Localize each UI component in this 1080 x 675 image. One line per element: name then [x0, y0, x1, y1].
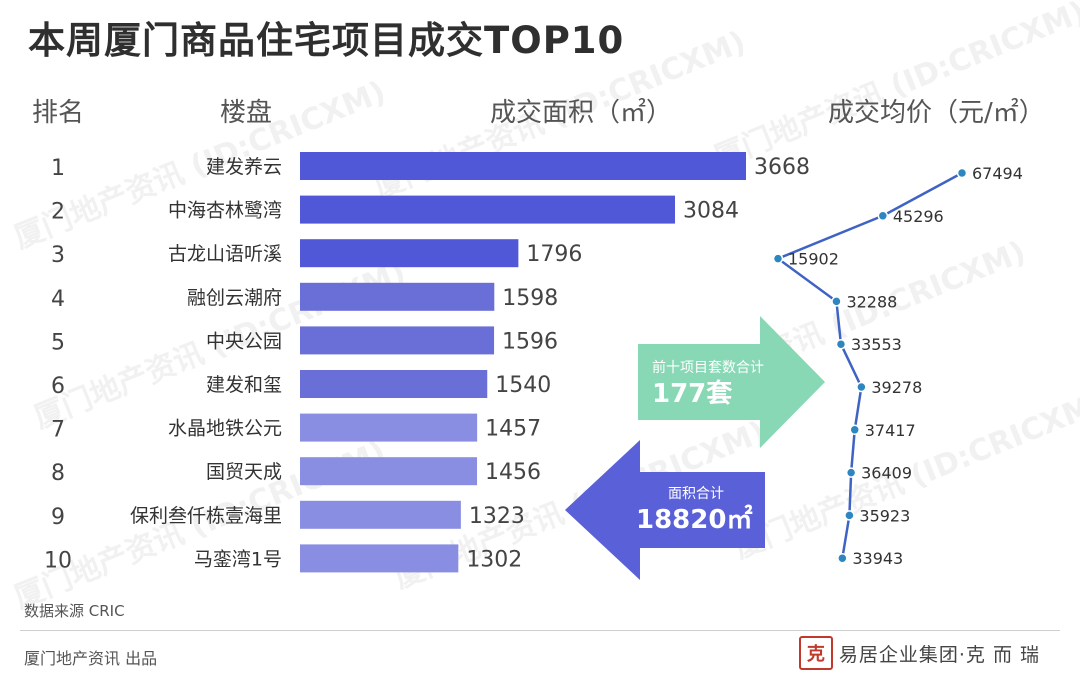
rank-label: 9	[51, 505, 65, 530]
price-line-layer: 67494 45296 15902 32288 33553 39278 37417 36409…	[772, 164, 1023, 568]
rank-label: 10	[44, 548, 72, 573]
area-bar	[300, 370, 488, 398]
area-bar	[300, 413, 478, 442]
data-source: 数据来源 CRIC	[24, 602, 125, 620]
area-value-label: 1598	[502, 286, 558, 311]
page-title: 本周厦门商品住宅项目成交TOP10	[28, 19, 625, 62]
area-bar	[300, 152, 746, 180]
brand-logo: 克 易居企业集团·克 而 瑞	[798, 636, 1040, 670]
project-label: 中央公园	[206, 330, 282, 352]
price-point	[845, 467, 857, 478]
price-point	[772, 253, 784, 264]
project-label: 国贸天成	[206, 461, 282, 483]
units-callout: 前十项目套数合计 177套	[638, 316, 825, 448]
bars-layer: 1 建发养云 3668 2 中海杏林鹭湾 3084 3 古龙山语听溪 1796 4 融创云潮府 159…	[44, 152, 810, 573]
project-label: 建发和玺	[206, 374, 282, 396]
area-value-label: 1796	[526, 242, 582, 267]
price-point	[835, 338, 847, 350]
area-bar	[300, 326, 495, 355]
area-value-label: 1540	[495, 373, 551, 398]
price-value-label: 33553	[851, 335, 902, 354]
rank-label: 3	[51, 243, 65, 268]
brand-name: 易居企业集团·克 而 瑞	[838, 643, 1040, 666]
price-value-label: 15902	[788, 250, 839, 269]
price-point	[956, 167, 968, 179]
rank-header: 排名	[32, 98, 85, 128]
area-value-label: 1302	[466, 547, 522, 572]
area-value-label: 1456	[485, 460, 541, 485]
price-header: 成交均价（元/㎡）	[828, 98, 1045, 128]
green-arrow-shape	[638, 316, 825, 448]
blue-arrow-shape	[565, 440, 765, 580]
project-label: 水晶地铁公元	[168, 418, 282, 440]
area-bar	[300, 457, 478, 486]
area-callout: 面积合计 18820㎡	[565, 440, 765, 580]
area-bar	[300, 544, 459, 573]
price-value-label: 37417	[865, 421, 916, 440]
rank-label: 8	[51, 461, 65, 486]
project-label: 保利叁仟栋壹海里	[130, 505, 282, 527]
units-callout-value: 177套	[652, 379, 733, 409]
rank-label: 2	[51, 200, 65, 225]
brand-seal-icon: 克	[798, 636, 833, 670]
price-value-label: 33943	[852, 549, 903, 568]
price-value-label: 39278	[871, 378, 922, 397]
price-point	[844, 510, 855, 521]
rank-label: 7	[51, 418, 65, 443]
project-label: 中海杏林鹭湾	[168, 200, 282, 222]
rank-label: 1	[51, 156, 65, 181]
price-point	[831, 296, 842, 307]
price-value-label: 45296	[893, 207, 944, 226]
area-bar	[300, 195, 675, 224]
units-callout-label: 前十项目套数合计	[652, 359, 764, 376]
footer-divider	[20, 630, 1060, 631]
price-point	[856, 381, 867, 393]
project-label: 建发养云	[206, 156, 282, 178]
price-value-label: 32288	[846, 292, 897, 311]
project-label: 古龙山语听溪	[168, 243, 282, 265]
area-value-label: 1596	[502, 329, 558, 354]
price-value-label: 35923	[859, 506, 910, 525]
area-value-label: 1457	[485, 417, 541, 442]
area-value-label: 3084	[683, 199, 739, 224]
area-bar	[300, 239, 519, 268]
rank-label: 5	[51, 330, 65, 355]
price-value-label: 36409	[861, 464, 912, 483]
area-callout-value: 18820㎡	[636, 504, 752, 535]
rank-label: 4	[51, 287, 65, 312]
price-point	[877, 210, 889, 222]
project-label: 融创云潮府	[187, 287, 282, 309]
publisher-credit: 厦门地产资讯 出品	[24, 649, 158, 668]
area-header: 成交面积（㎡）	[490, 98, 673, 128]
project-label: 马銮湾1号	[194, 548, 282, 570]
rank-label: 6	[51, 374, 65, 399]
area-callout-label: 面积合计	[668, 486, 724, 502]
price-line	[775, 171, 963, 559]
price-value-label: 67494	[972, 164, 1023, 183]
area-bar	[300, 282, 495, 311]
area-value-label: 3668	[754, 155, 810, 180]
price-point	[837, 552, 848, 564]
project-header: 楼盘	[220, 98, 273, 128]
area-bar	[300, 500, 461, 529]
area-value-label: 1323	[469, 504, 525, 529]
price-point	[849, 424, 860, 436]
